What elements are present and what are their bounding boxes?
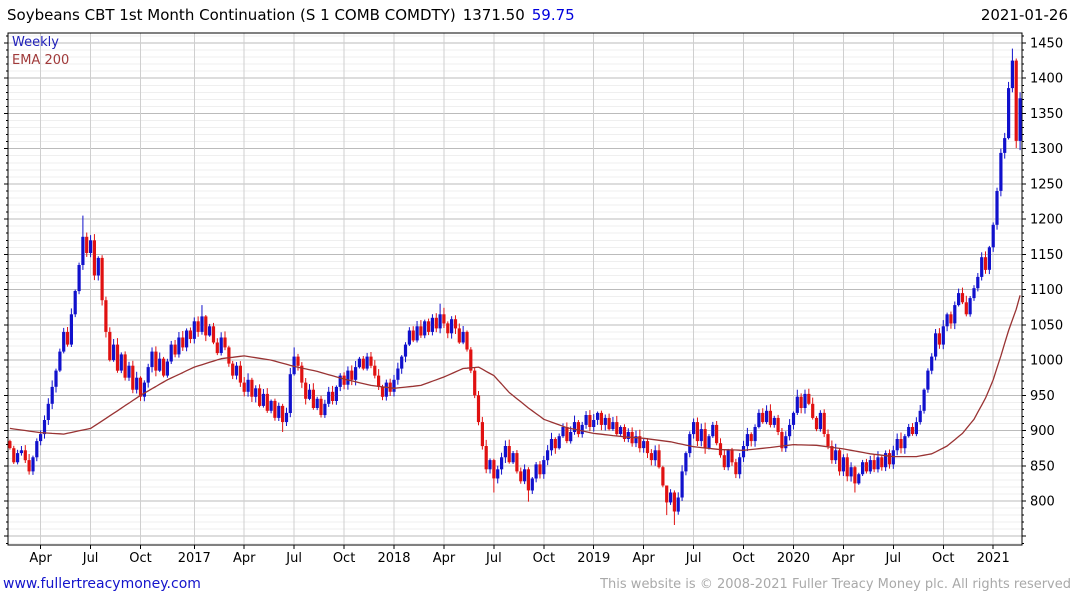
svg-text:1050: 1050 bbox=[1030, 318, 1063, 333]
svg-text:1200: 1200 bbox=[1030, 213, 1063, 228]
svg-text:2020: 2020 bbox=[777, 551, 810, 566]
chart-header: Soybeans CBT 1st Month Continuation (S 1… bbox=[0, 3, 1075, 29]
svg-text:Oct: Oct bbox=[533, 551, 555, 566]
svg-text:2021: 2021 bbox=[977, 551, 1010, 566]
svg-text:Jul: Jul bbox=[82, 551, 99, 566]
svg-text:800: 800 bbox=[1030, 495, 1055, 510]
svg-text:Apr: Apr bbox=[832, 551, 855, 566]
svg-text:Oct: Oct bbox=[333, 551, 355, 566]
chart-legend: Weekly EMA 200 bbox=[12, 34, 69, 70]
chart-title: Soybeans CBT 1st Month Continuation (S 1… bbox=[7, 6, 575, 24]
svg-text:900: 900 bbox=[1030, 424, 1055, 439]
svg-text:Apr: Apr bbox=[433, 551, 456, 566]
grid-layer bbox=[8, 33, 1022, 545]
svg-text:Apr: Apr bbox=[233, 551, 256, 566]
svg-text:1350: 1350 bbox=[1030, 107, 1063, 122]
price-change: 59.75 bbox=[531, 6, 575, 24]
svg-text:1000: 1000 bbox=[1030, 354, 1063, 369]
svg-text:Oct: Oct bbox=[732, 551, 754, 566]
svg-text:Oct: Oct bbox=[932, 551, 954, 566]
svg-text:1450: 1450 bbox=[1030, 37, 1063, 52]
ema-line-layer bbox=[9, 295, 1021, 458]
last-price: 1371.50 bbox=[462, 6, 525, 24]
instrument-name: Soybeans CBT 1st Month Continuation (S 1… bbox=[7, 6, 456, 24]
website-link[interactable]: www.fullertreacymoney.com bbox=[3, 576, 201, 592]
svg-text:2018: 2018 bbox=[377, 551, 410, 566]
price-chart[interactable]: 800 850 900 950 1000 1050 1100 1150 1200 1250 1300… bbox=[0, 0, 1075, 570]
chart-area: 800 850 900 950 1000 1050 1100 1150 1200 1250 1300… bbox=[0, 0, 1075, 570]
svg-text:950: 950 bbox=[1030, 389, 1055, 404]
svg-text:1300: 1300 bbox=[1030, 142, 1063, 157]
svg-text:Oct: Oct bbox=[129, 551, 151, 566]
svg-text:1250: 1250 bbox=[1030, 177, 1063, 192]
svg-text:Jul: Jul bbox=[285, 551, 302, 566]
page-footer: www.fullertreacymoney.com This website i… bbox=[0, 572, 1075, 596]
svg-text:1400: 1400 bbox=[1030, 72, 1063, 87]
legend-timeframe: Weekly bbox=[12, 35, 59, 50]
copyright-text: This website is © 2008-2021 Fuller Treac… bbox=[600, 577, 1071, 592]
svg-text:1150: 1150 bbox=[1030, 248, 1063, 263]
legend-ema-200: EMA 200 bbox=[12, 53, 70, 68]
svg-text:Jul: Jul bbox=[884, 551, 901, 566]
candles-layer bbox=[8, 48, 1022, 525]
svg-text:1100: 1100 bbox=[1030, 283, 1063, 298]
chart-date: 2021-01-26 bbox=[980, 6, 1068, 24]
svg-text:850: 850 bbox=[1030, 459, 1055, 474]
svg-text:2017: 2017 bbox=[178, 551, 211, 566]
svg-text:2019: 2019 bbox=[577, 551, 610, 566]
axes-layer: 800 850 900 950 1000 1050 1100 1150 1200 1250 1300… bbox=[4, 32, 1063, 566]
svg-text:Apr: Apr bbox=[632, 551, 655, 566]
svg-text:Jul: Jul bbox=[685, 551, 702, 566]
svg-text:Jul: Jul bbox=[485, 551, 502, 566]
svg-text:Apr: Apr bbox=[29, 551, 52, 566]
